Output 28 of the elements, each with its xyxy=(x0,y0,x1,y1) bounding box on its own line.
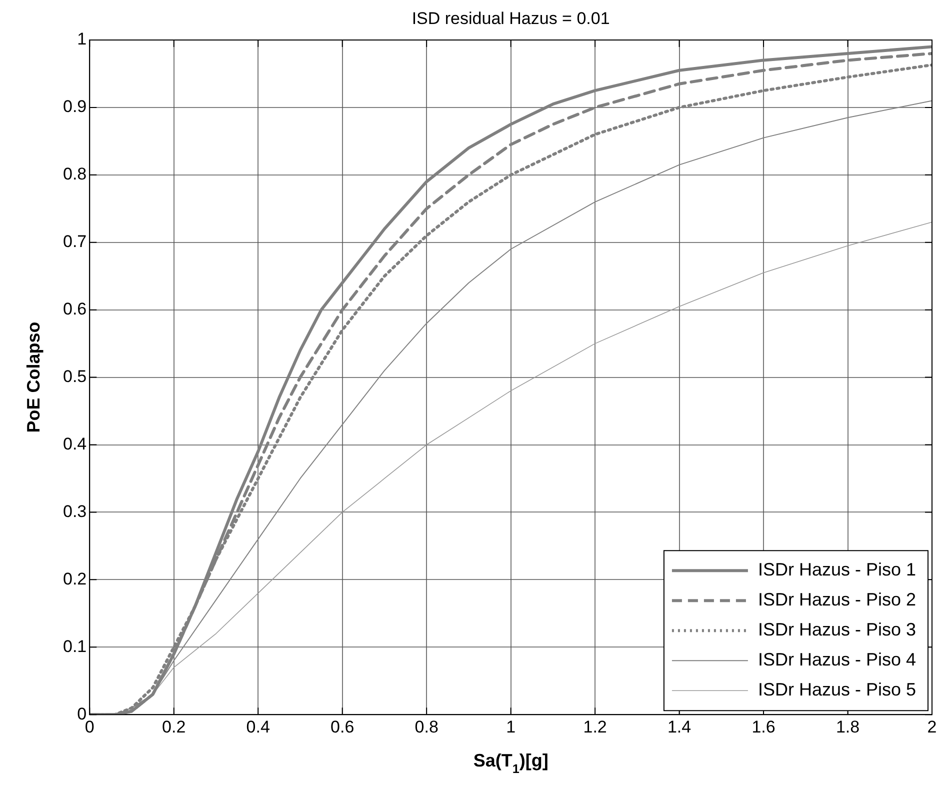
y-tick-label: 0.7 xyxy=(62,232,87,252)
x-tick-label: 1.2 xyxy=(583,717,607,736)
chart-title: ISD residual Hazus = 0.01 xyxy=(412,9,610,28)
y-tick-label: 0.8 xyxy=(62,164,87,184)
legend-label: ISDr Hazus - Piso 4 xyxy=(758,650,916,670)
x-tick-label: 1.8 xyxy=(836,717,860,736)
x-tick-label: 1.6 xyxy=(752,717,776,736)
y-tick-label: 0.9 xyxy=(62,97,87,116)
x-tick-label: 1 xyxy=(506,717,516,736)
y-tick-label: 0.1 xyxy=(62,636,87,656)
x-tick-label: 0.6 xyxy=(330,717,354,736)
y-axis-title: PoE Colapso xyxy=(24,322,44,433)
legend-label: ISDr Hazus - Piso 3 xyxy=(758,620,916,640)
y-tick-label: 0.4 xyxy=(62,434,87,454)
x-tick-label: 0.4 xyxy=(246,717,270,736)
y-tick-label: 0.5 xyxy=(62,366,87,386)
y-tick-label: 0.3 xyxy=(62,502,87,521)
x-tick-label: 0.8 xyxy=(414,717,438,736)
x-tick-label: 1.4 xyxy=(667,717,692,736)
legend-label: ISDr Hazus - Piso 1 xyxy=(758,560,916,580)
y-tick-label: 0.6 xyxy=(62,300,87,319)
legend-label: ISDr Hazus - Piso 2 xyxy=(758,590,916,610)
legend-label: ISDr Hazus - Piso 5 xyxy=(758,680,916,700)
x-tick-label: 2 xyxy=(927,717,937,736)
x-tick-label: 0.2 xyxy=(162,717,186,736)
y-tick-label: 1 xyxy=(77,30,87,49)
y-tick-label: 0.2 xyxy=(62,569,87,588)
y-tick-label: 0 xyxy=(77,704,87,724)
